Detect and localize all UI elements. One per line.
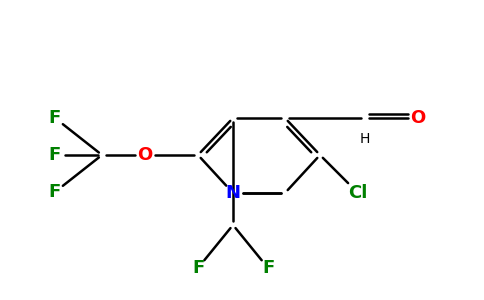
Text: Cl: Cl	[348, 184, 368, 202]
Text: F: F	[49, 146, 61, 164]
Text: F: F	[49, 183, 61, 201]
Text: H: H	[360, 132, 370, 146]
Text: N: N	[226, 184, 241, 202]
Text: F: F	[262, 259, 274, 277]
Text: O: O	[410, 109, 425, 127]
Text: F: F	[49, 109, 61, 127]
Text: O: O	[137, 146, 152, 164]
Text: F: F	[192, 259, 204, 277]
